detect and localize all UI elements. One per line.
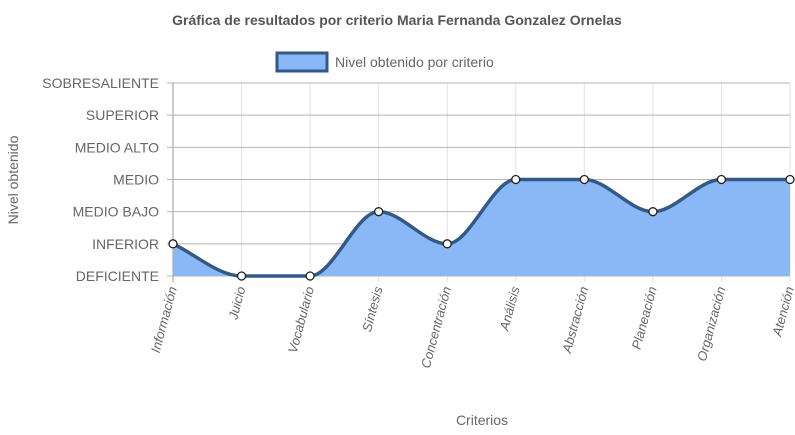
data-point[interactable] bbox=[511, 174, 521, 185]
data-point[interactable] bbox=[236, 271, 247, 281]
chart-title: Gráfica de resultados por criterio Maria… bbox=[172, 12, 622, 28]
data-point[interactable] bbox=[716, 174, 727, 185]
data-point[interactable] bbox=[305, 271, 315, 281]
data-point[interactable] bbox=[648, 207, 658, 217]
x-tick-label: Juicio bbox=[225, 285, 248, 322]
y-tick-label: MEDIO bbox=[113, 172, 159, 188]
plot-area bbox=[168, 174, 795, 281]
y-tick-label: MEDIO ALTO bbox=[75, 139, 159, 155]
x-tick-label: Vocabulario bbox=[285, 285, 317, 355]
x-tick-label: Abstracción bbox=[559, 285, 591, 355]
data-point[interactable] bbox=[579, 174, 589, 185]
data-point[interactable] bbox=[374, 207, 384, 217]
x-tick-label: Atención bbox=[769, 285, 795, 339]
y-tick-label: MEDIO BAJO bbox=[73, 204, 159, 220]
x-axis-label: Criterios bbox=[456, 412, 508, 428]
y-tick-label: SOBRESALIENTE bbox=[42, 75, 159, 91]
series-line bbox=[172, 177, 790, 278]
x-tick-label: Análisis bbox=[496, 284, 522, 333]
x-tick-label: Síntesis bbox=[359, 284, 386, 333]
data-point[interactable] bbox=[168, 239, 178, 249]
data-point[interactable] bbox=[785, 174, 795, 185]
legend-swatch bbox=[275, 51, 329, 73]
x-tick-label: Planeación bbox=[629, 285, 660, 351]
x-tick-label: Organización bbox=[694, 285, 728, 363]
y-axis-label: Nivel obtenido bbox=[5, 135, 21, 224]
y-axis: DEFICIENTE INFERIOR MEDIO BAJO MEDIO MEDIO A… bbox=[42, 75, 159, 284]
data-point[interactable] bbox=[442, 239, 452, 249]
y-tick-label: SUPERIOR bbox=[86, 107, 159, 123]
x-axis: Información Juicio Vocabulario Síntesis Conc… bbox=[148, 284, 795, 369]
x-tick-label: Información bbox=[148, 285, 180, 354]
x-tick-label: Concentración bbox=[418, 285, 454, 370]
y-tick-label: INFERIOR bbox=[92, 236, 159, 252]
series-area bbox=[173, 179, 790, 276]
legend-label: Nivel obtenido por criterio bbox=[335, 54, 494, 70]
legend[interactable]: Nivel obtenido por criterio bbox=[275, 51, 494, 73]
y-tick-label: DEFICIENTE bbox=[76, 268, 159, 284]
